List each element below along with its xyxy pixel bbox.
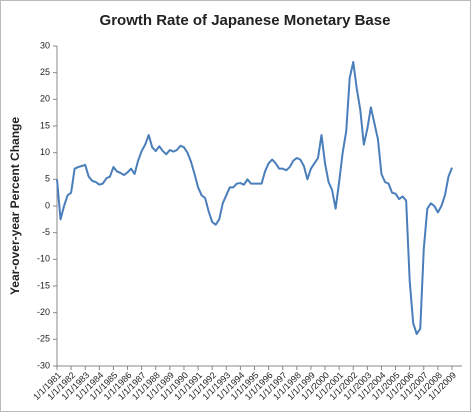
y-tick-label: -5 (42, 227, 50, 237)
y-tick-label: -30 (37, 360, 50, 370)
y-tick-label: -25 (37, 334, 50, 344)
y-tick-label: 0 (45, 200, 50, 210)
y-tick-label: 15 (40, 120, 50, 130)
y-tick-label: -10 (37, 254, 50, 264)
y-tick-label: 10 (40, 147, 50, 157)
y-tick-label: 5 (45, 174, 50, 184)
chart-title: Growth Rate of Japanese Monetary Base (100, 12, 391, 29)
y-tick-label: -15 (37, 280, 50, 290)
data-line (56, 61, 453, 335)
y-tick-label: 30 (40, 40, 50, 50)
y-tick-label: 20 (40, 94, 50, 104)
y-tick-label: -20 (37, 307, 50, 317)
y-axis-title: Year-over-year Percent Change (8, 117, 22, 295)
y-tick-label: 25 (40, 67, 50, 77)
